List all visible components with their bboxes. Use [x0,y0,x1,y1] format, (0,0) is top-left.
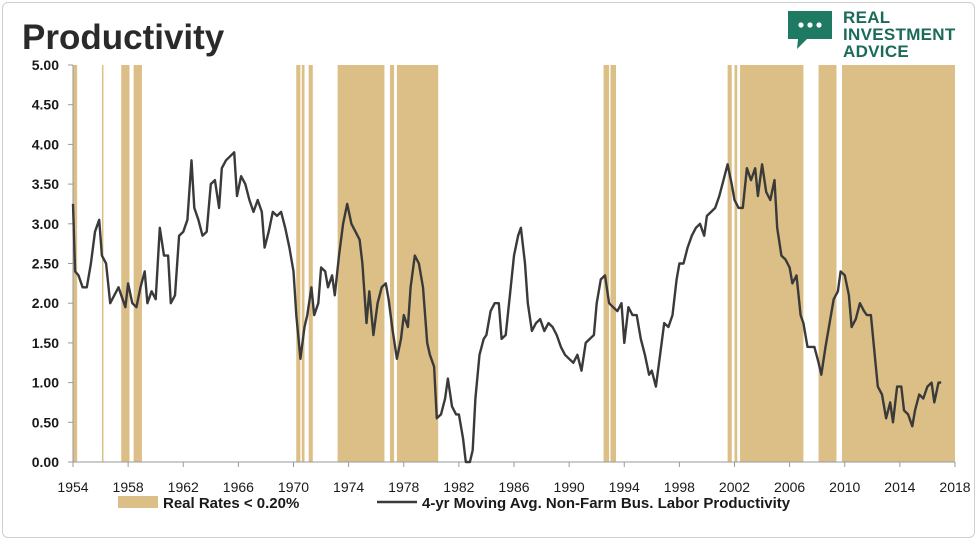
x-tick-label: 1990 [554,479,585,495]
shaded-band-13 [734,65,738,462]
x-tick-label: 1974 [333,479,364,495]
shaded-band-12 [727,65,732,462]
x-tick-label: 1958 [113,479,144,495]
legend-swatch-bands [118,496,158,508]
shaded-band-16 [841,65,955,462]
y-tick-label: 0.50 [32,414,59,430]
legend: Real Rates < 0.20% 4-yr Moving Avg. Non-… [118,495,791,512]
shaded-band-4 [296,65,301,462]
x-tick-label: 1978 [388,479,419,495]
shaded-band-1 [101,65,104,462]
y-axis: 0.00 0.50 1.00 1.50 2.00 2.50 3.00 3.50 4.00 4.50… [32,57,74,470]
x-tick-label: 1994 [609,479,640,495]
productivity-line [71,151,942,464]
y-tick-label: 4.50 [32,97,59,113]
y-tick-label: 1.00 [32,375,59,391]
x-axis: 1954 1958 1962 1966 1970 1974 1978 1982 1986 1990… [57,461,971,495]
y-tick-label: 2.00 [32,295,59,311]
line-series-group [71,151,942,464]
x-tick-label: 1970 [278,479,309,495]
x-tick-label: 1954 [57,479,88,495]
shaded-band-15 [818,65,837,462]
y-tick-label: 3.00 [32,216,59,232]
x-tick-label: 1998 [664,479,695,495]
x-tick-label: 2014 [884,479,915,495]
x-tick-label: 1982 [443,479,474,495]
x-tick-label: 1962 [168,479,199,495]
shaded-band-7 [337,65,385,462]
x-tick-label: 2006 [774,479,805,495]
logo-line-1: REAL [843,8,891,27]
y-tick-label: 5.00 [32,57,59,73]
x-tick-label: 2010 [829,479,860,495]
shaded-band-2 [121,65,130,462]
legend-label-bands: Real Rates < 0.20% [163,495,299,512]
y-tick-label: 0.00 [32,454,59,470]
shaded-band-5 [301,65,305,462]
logo-wordmark: REAL INVESTMENT ADVICE [843,9,956,60]
y-tick-label: 2.50 [32,256,59,272]
x-tick-label: 1986 [498,479,529,495]
shaded-band-11 [610,65,616,462]
y-tick-label: 4.00 [32,136,59,152]
shaded-band-14 [740,65,804,462]
logo-line-2: INVESTMENT [843,25,956,44]
x-tick-label: 2018 [939,479,970,495]
x-tick-label: 1966 [223,479,254,495]
page-title: Productivity [22,18,225,57]
shaded-band-10 [603,65,610,462]
shaded-band-3 [133,65,142,462]
shaded-band-8 [389,65,395,462]
y-tick-label: 1.50 [32,335,59,351]
x-tick-label: 2002 [719,479,750,495]
legend-label-line: 4-yr Moving Avg. Non-Farm Bus. Labor Pro… [422,495,791,512]
shaded-band-9 [396,65,439,462]
shaded-bands-group [73,65,955,462]
shaded-band-6 [308,65,313,462]
logo-line-3: ADVICE [843,42,910,61]
speech-bubble-icon [788,11,832,49]
y-tick-label: 3.50 [32,176,59,192]
